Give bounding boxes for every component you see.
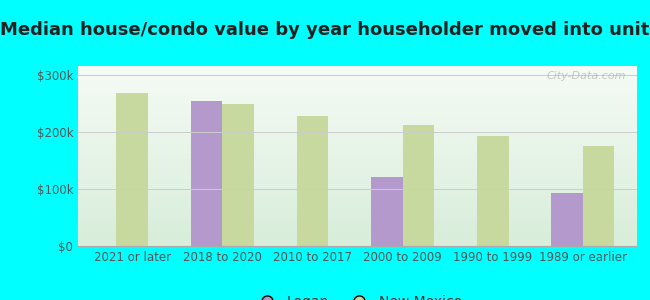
Bar [116,93,148,246]
Bar [477,136,508,246]
Text: Median house/condo value by year householder moved into unit: Median house/condo value by year househo… [0,21,650,39]
Bar [551,193,583,246]
Bar [222,104,254,246]
Bar [371,177,402,246]
Bar [190,101,222,246]
Bar [583,146,614,246]
Text: City-Data.com: City-Data.com [546,71,626,81]
Legend: Logan, New Mexico: Logan, New Mexico [248,290,467,300]
Bar [296,116,328,246]
Bar [402,125,434,246]
